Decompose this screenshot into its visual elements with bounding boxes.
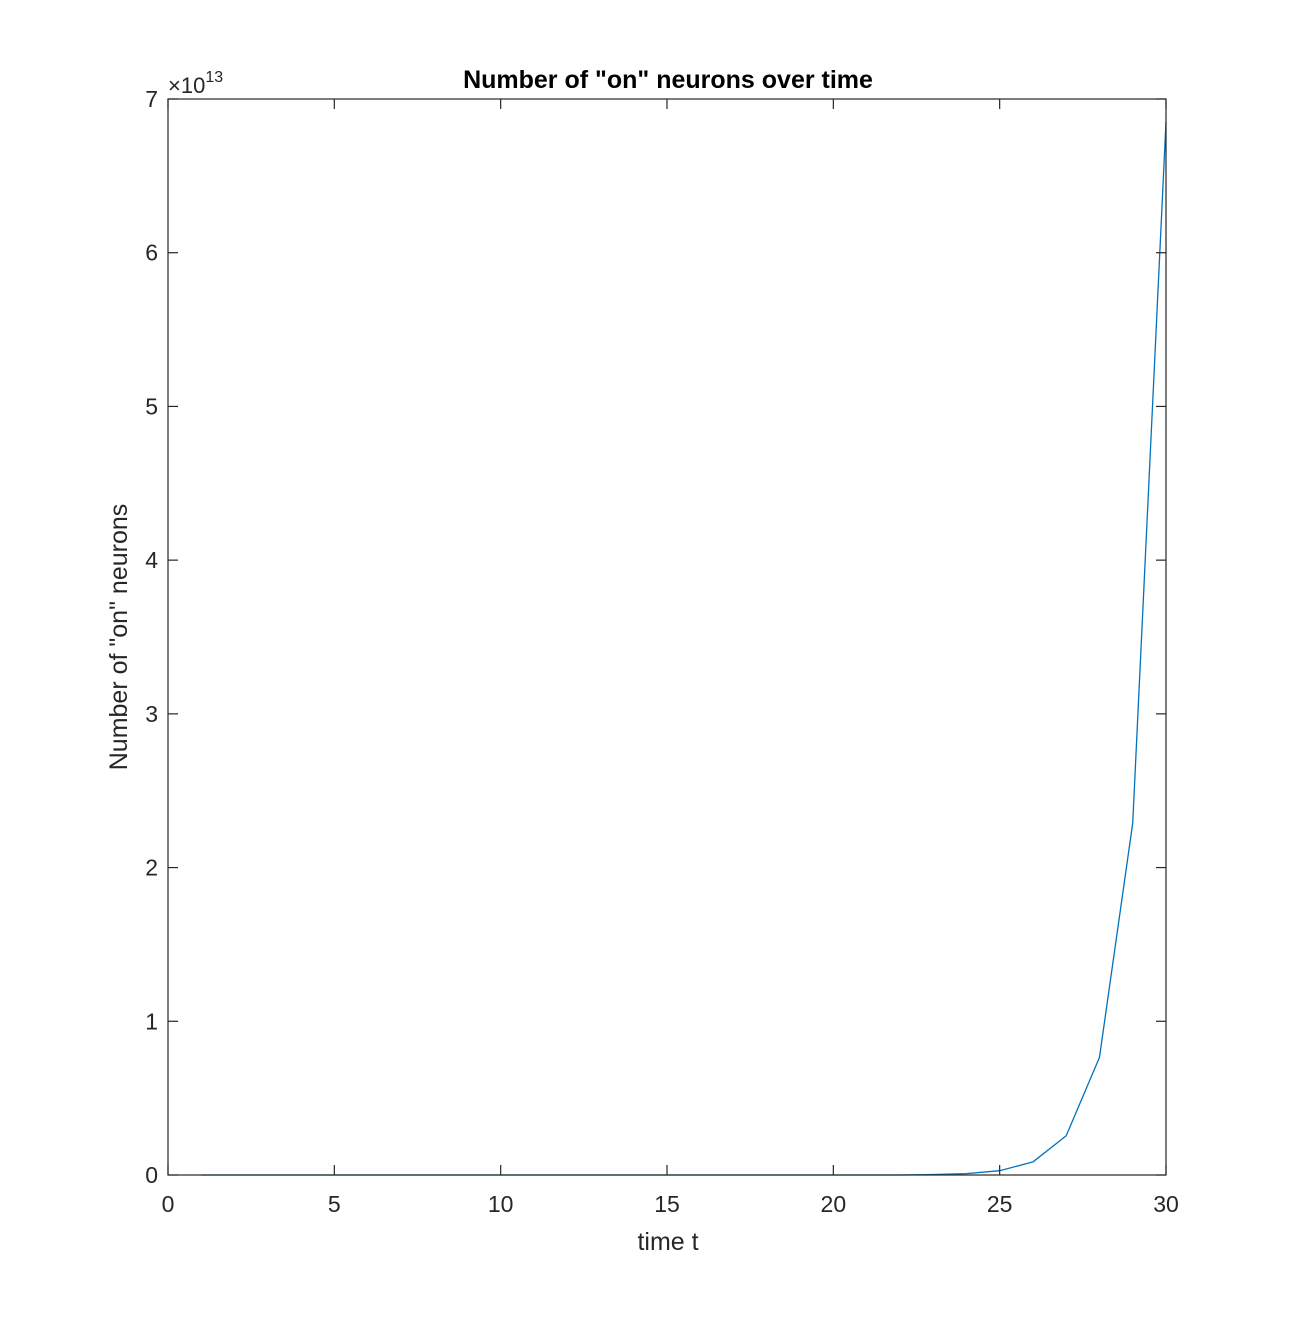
y-tick-label: 5 — [145, 393, 158, 419]
y-tick-label: 2 — [145, 855, 158, 881]
y-exponent-power: 13 — [205, 69, 223, 86]
y-axis-title: Number of "on" neurons — [105, 504, 133, 771]
y-tick-label: 1 — [145, 1008, 158, 1034]
y-tick-label: 7 — [145, 86, 158, 112]
y-axis-exponent: ×1013 — [168, 69, 223, 98]
chart-title: Number of "on" neurons over time — [463, 66, 873, 94]
x-tick-label: 0 — [162, 1191, 175, 1217]
x-tick-labels: 0 5 10 15 20 25 30 — [162, 1191, 1179, 1217]
x-tick-label: 10 — [488, 1191, 514, 1217]
axes-box — [167, 98, 1167, 1176]
x-tick-label: 15 — [654, 1191, 680, 1217]
x-axis-title: time t — [637, 1228, 698, 1256]
x-tick-label: 30 — [1153, 1191, 1179, 1217]
x-tick-label: 25 — [987, 1191, 1013, 1217]
x-tick-label: 20 — [821, 1191, 847, 1217]
y-tick-label: 0 — [145, 1162, 158, 1188]
y-tick-label: 3 — [145, 701, 158, 727]
y-exponent-prefix: ×10 — [168, 73, 205, 98]
y-tick-label: 6 — [145, 240, 158, 266]
y-tick-label: 4 — [145, 547, 158, 573]
y-tick-labels: 0 1 2 3 4 5 6 7 — [145, 86, 158, 1188]
x-tick-label: 5 — [328, 1191, 341, 1217]
plot-area — [168, 99, 1166, 1175]
